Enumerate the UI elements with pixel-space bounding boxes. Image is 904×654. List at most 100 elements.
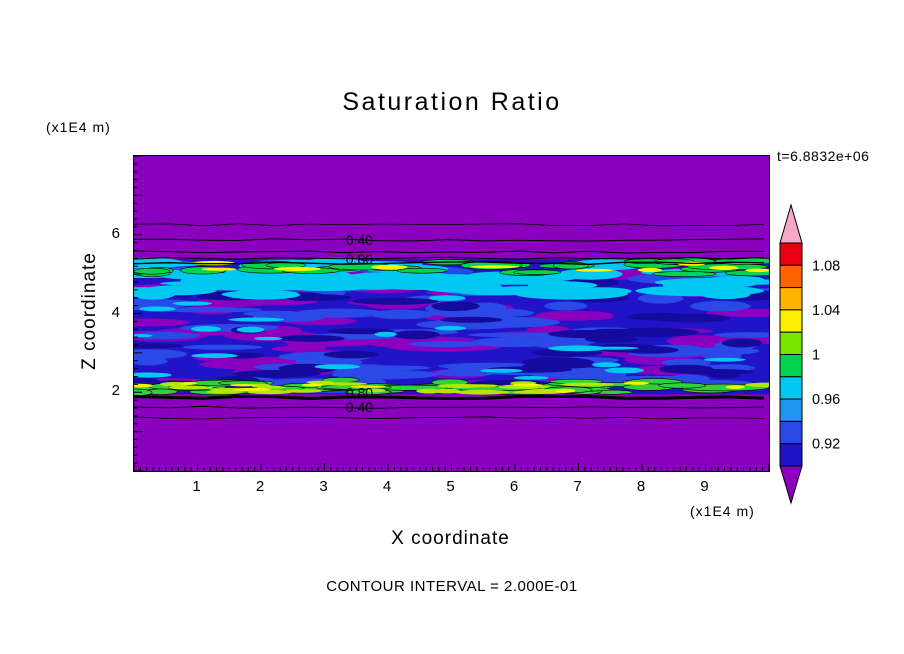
contour-line [134, 256, 765, 260]
navy-streaks [287, 294, 351, 301]
mid-blue-streaks [134, 349, 188, 360]
purple-mottling [535, 310, 614, 321]
mid-blue-streaks [468, 332, 569, 338]
bottom-yellowgreen [168, 385, 214, 390]
purple-mottling [134, 318, 191, 327]
bottom-yellowgreen [745, 382, 769, 388]
bottom-yellowgreen [205, 390, 243, 394]
navy-streaks [521, 357, 594, 368]
cyan-mid-streaks [138, 306, 176, 312]
contour-label: 0.80 [346, 384, 373, 400]
mid-blue-streaks [155, 307, 262, 313]
bottom-yellowgreen [512, 390, 562, 394]
cyan-mid-streaks [374, 331, 397, 337]
x-axis-label: X coordinate [391, 528, 510, 549]
cyan-mid-streaks [592, 362, 621, 368]
colorbar-top-tip [779, 203, 803, 244]
bottom-yellow [229, 384, 257, 387]
contour-line [134, 250, 765, 254]
navy-streaks [277, 335, 345, 342]
y-tick-labels: 2 4 6 [95, 155, 125, 470]
contour-label: 0.80 [346, 251, 373, 267]
cyan-band-streaks [160, 280, 280, 287]
colorbar-tick-label: 1.04 [812, 303, 840, 319]
cyan-band-streaks [686, 286, 743, 293]
bottom-yellow [301, 383, 323, 387]
top-yellow-streaks [470, 265, 520, 269]
navy-streaks [352, 297, 439, 305]
colorbar-bottom-tip [779, 465, 803, 505]
cyan-mid-streaks [191, 353, 238, 359]
bottom-yellowgreen [365, 388, 386, 393]
cyan-mid-streaks [190, 326, 221, 332]
colorbar: 1.08 1.04 1 0.96 0.92 [778, 203, 858, 513]
top-yellow-streaks [201, 267, 237, 271]
bottom-yellow [623, 381, 650, 385]
navy-streaks [134, 343, 183, 349]
colorbar-scale: 1.08 1.04 1 0.96 0.92 [779, 203, 840, 505]
bottom-yellowgreen [284, 389, 322, 393]
x-tick-label: 3 [319, 478, 328, 495]
navy-streaks [439, 302, 473, 311]
colorbar-tick-label: 1.08 [812, 258, 840, 274]
navy-streaks [323, 350, 379, 359]
mid-blue-streaks [714, 332, 769, 338]
bottom-yellowgreen [416, 388, 442, 394]
bottom-yellow [179, 382, 198, 385]
navy-streaks [584, 336, 638, 343]
y-tick-label: 4 [111, 303, 120, 321]
bottom-yellowgreen [453, 389, 510, 395]
contour-line [134, 416, 765, 420]
x-tick-label: 9 [700, 478, 709, 495]
page-title: Saturation Ratio [342, 88, 562, 116]
cyan-band-streaks [221, 290, 285, 298]
x-tick-label: 4 [382, 478, 392, 495]
x-tick-label: 8 [636, 478, 646, 495]
x-tick-label: 5 [446, 478, 455, 495]
cyan-mid-streaks [253, 336, 283, 341]
colorbar-segment [779, 242, 803, 266]
x-tick-label: 2 [255, 478, 265, 495]
contour-line [134, 238, 765, 242]
navy-streaks [626, 312, 690, 321]
x-tick-label: 1 [192, 478, 201, 495]
y-axis-unit: (x1E4 m) [46, 119, 111, 135]
contour-interval-note: CONTOUR INTERVAL = 2.000E-01 [326, 578, 578, 595]
bottom-yellowgreen [560, 382, 614, 387]
colorbar-segment [779, 264, 803, 289]
mid-blue-streaks [134, 332, 200, 340]
mid-blue-streaks [661, 358, 712, 367]
bottom-yellow [234, 387, 271, 392]
time-label: t=6.8832e+06 [777, 148, 870, 164]
cyan-mid-streaks [134, 334, 153, 338]
contour-line [134, 261, 765, 265]
cyan-band-streaks [296, 278, 418, 287]
cyan-mid-streaks [172, 301, 212, 306]
colorbar-segment [779, 376, 803, 400]
top-yellow-streaks [708, 265, 739, 270]
mid-blue-streaks [408, 341, 484, 348]
colorbar-tick-label: 1 [812, 348, 820, 364]
contour-label: 0.40 [346, 232, 373, 248]
cyan-band-streaks [513, 288, 628, 300]
top-green-streaks [396, 267, 448, 274]
mid-blue-streaks [638, 293, 684, 304]
bottom-yellow [555, 388, 576, 393]
top-yellow-streaks [637, 267, 663, 273]
bottom-yellow [134, 383, 153, 388]
cyan-band-streaks [134, 287, 176, 300]
top-green-streaks [134, 267, 170, 275]
colorbar-tick-label: 0.92 [812, 437, 840, 453]
colorbar-segment [779, 420, 803, 445]
contour-label: 0.40 [346, 399, 373, 415]
cyan-mid-streaks [548, 345, 608, 352]
plot-area: 0.40 0.80 0.80 0.40 [133, 155, 770, 472]
bottom-yellowgreen [433, 388, 461, 394]
colorbar-segment [779, 443, 803, 467]
cyan-mid-streaks [134, 372, 172, 378]
mid-blue-streaks [434, 369, 496, 377]
y-tick-label: 2 [111, 382, 120, 400]
cyan-mid-streaks [480, 368, 523, 373]
mid-blue-streaks [690, 300, 751, 312]
x-tick-label: 6 [509, 478, 519, 495]
